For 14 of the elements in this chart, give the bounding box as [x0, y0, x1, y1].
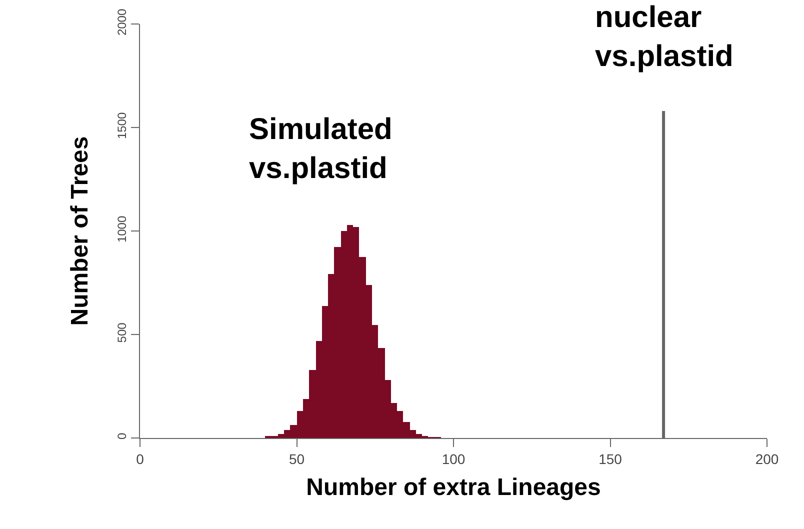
ref-line-label: nuclear vs.plastid [595, 1, 734, 73]
y-tick-label: 500 [115, 322, 130, 343]
y-tick-label: 1000 [115, 216, 130, 243]
x-tick-label: 100 [442, 450, 466, 467]
y-tick-label: 1500 [115, 112, 130, 140]
y-tick-label: 2000 [115, 8, 130, 36]
x-tick-label: 150 [598, 450, 622, 467]
annotation: Simulated vs.plastid [249, 113, 392, 185]
x-tick-label: 50 [288, 450, 305, 467]
y-axis-title: Number of Trees [66, 136, 94, 326]
y-tick-label: 0 [115, 432, 130, 440]
x-axis-title: Number of extra Lineages [306, 474, 601, 502]
x-tick-label: 200 [755, 450, 779, 467]
x-tick-label: 0 [136, 450, 144, 467]
